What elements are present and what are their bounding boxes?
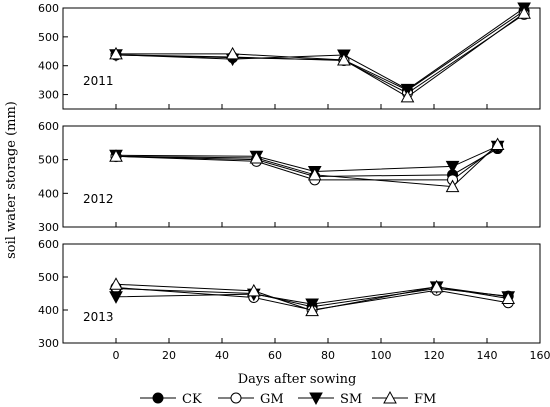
y-tick-label: 300 bbox=[38, 89, 59, 102]
data-point-FM bbox=[337, 52, 351, 66]
series-GM bbox=[110, 140, 504, 186]
x-axis: 0 20 40 60 80 100 120 140 160 bbox=[113, 349, 550, 362]
data-point-FM bbox=[249, 150, 264, 164]
legend-entry-FM: FM bbox=[372, 390, 436, 407]
x-tick-label: 140 bbox=[477, 349, 498, 362]
series-FM bbox=[109, 6, 531, 103]
data-point-FM bbox=[109, 46, 123, 60]
y-tick-label: 400 bbox=[38, 304, 59, 317]
x-tick-label: 100 bbox=[371, 349, 392, 362]
y-tick-label: 500 bbox=[38, 271, 59, 284]
data-point-FM bbox=[400, 89, 415, 103]
series-line-FM bbox=[116, 12, 525, 98]
series-FM bbox=[109, 137, 505, 193]
series-line-SM bbox=[115, 7, 525, 90]
x-tick-label: 160 bbox=[530, 349, 550, 362]
panel-frame bbox=[62, 125, 541, 228]
y-tick-label: 500 bbox=[38, 154, 59, 167]
y-tick-label: 500 bbox=[38, 31, 59, 44]
legend-label: GM bbox=[260, 392, 284, 407]
data-point-FM bbox=[246, 283, 261, 297]
y-tick-label: 600 bbox=[38, 238, 59, 251]
data-point-FM bbox=[429, 279, 444, 293]
data-point-FM bbox=[501, 291, 516, 304]
data-point-FM bbox=[307, 167, 322, 181]
x-axis-title: Days after sowing bbox=[238, 372, 357, 387]
x-tick-label: 80 bbox=[321, 349, 335, 362]
x-tick-label: 60 bbox=[268, 349, 282, 362]
panel-frame bbox=[62, 243, 541, 344]
panel-2012: 300 400 500 600 2012 bbox=[38, 120, 541, 234]
year-label: 2012 bbox=[83, 192, 114, 206]
legend-label: CK bbox=[182, 392, 202, 407]
data-point-FM bbox=[305, 303, 319, 317]
y-tick-label: 600 bbox=[38, 120, 59, 133]
legend-marker-GM bbox=[230, 392, 242, 404]
y-tick-label: 300 bbox=[38, 337, 59, 350]
year-label: 2011 bbox=[83, 74, 114, 88]
legend-marker-CK bbox=[152, 392, 164, 404]
data-point-SM bbox=[109, 291, 123, 304]
y-axis-title: soil water storage (mm) bbox=[4, 101, 19, 259]
panel-2011: 300 400 500 600 2011 bbox=[38, 2, 541, 110]
series-CK bbox=[110, 143, 504, 182]
data-point-FM bbox=[109, 277, 123, 290]
panel-2013: 300 400 500 600 2013 bbox=[38, 238, 541, 350]
data-point-FM bbox=[445, 179, 460, 193]
year-label: 2013 bbox=[83, 310, 114, 324]
legend-label: SM bbox=[340, 392, 362, 407]
chart-panels: 300 400 500 600 2011 300 400 500 600 2012 300 400 50… bbox=[38, 2, 541, 350]
series-FM bbox=[109, 277, 516, 317]
data-point-FM bbox=[225, 46, 240, 60]
y-tick-label: 300 bbox=[38, 221, 59, 234]
legend-entry-SM: SM bbox=[298, 392, 362, 407]
y-tick-label: 600 bbox=[38, 2, 59, 15]
x-tick-label: 0 bbox=[113, 349, 120, 362]
x-tick-label: 40 bbox=[215, 349, 229, 362]
legend-marker-SM bbox=[309, 392, 323, 406]
legend-marker-FM bbox=[383, 390, 397, 404]
y-tick-label: 400 bbox=[38, 187, 59, 200]
legend-entry-CK: CK bbox=[140, 392, 202, 407]
data-point-FM bbox=[109, 149, 123, 162]
x-tick-label: 20 bbox=[162, 349, 176, 362]
data-point-SM bbox=[445, 160, 460, 174]
panel-frame bbox=[62, 7, 541, 110]
x-tick-label: 120 bbox=[424, 349, 445, 362]
series-CK bbox=[110, 5, 530, 96]
data-point-FM bbox=[517, 6, 531, 19]
legend-label: FM bbox=[414, 392, 436, 407]
legend-entry-GM: GM bbox=[218, 392, 284, 407]
legend: CK GM SM FM bbox=[140, 390, 436, 407]
y-tick-label: 400 bbox=[38, 60, 59, 73]
data-point-FM bbox=[490, 137, 505, 151]
